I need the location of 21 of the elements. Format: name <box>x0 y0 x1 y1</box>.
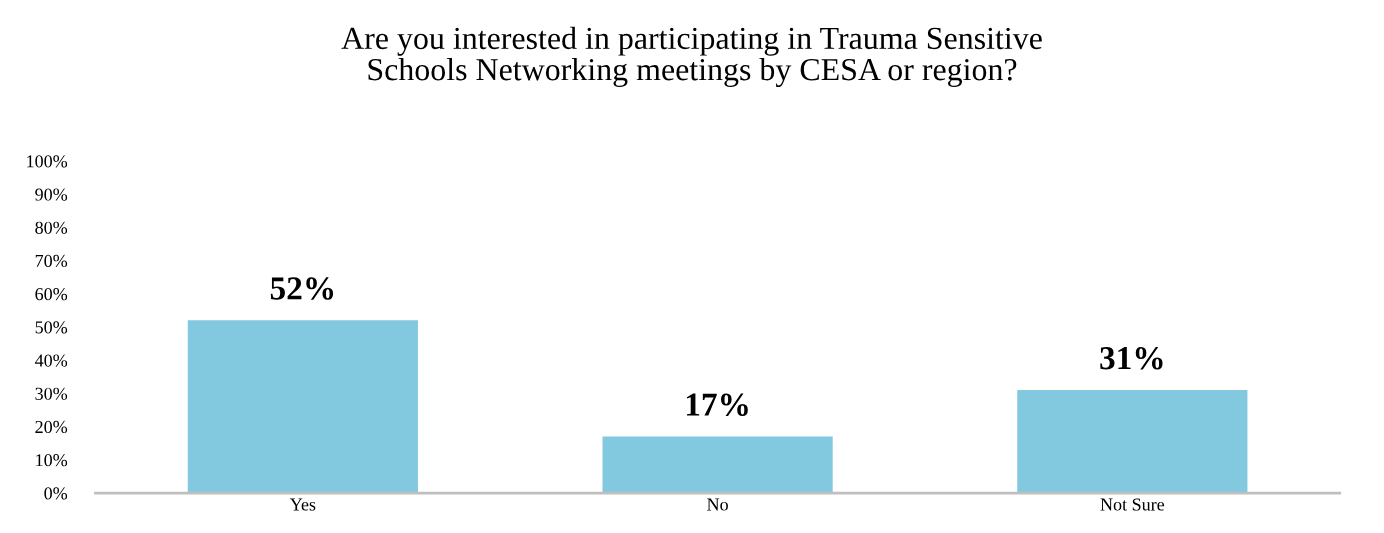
y-tick-label: 60% <box>35 288 68 301</box>
bar <box>602 436 833 494</box>
y-tick-label: 100% <box>27 155 68 168</box>
x-tick-label: Yes <box>289 498 316 511</box>
y-tick-label: 70% <box>35 254 68 268</box>
data-label: 52% <box>270 277 334 300</box>
x-tick-label: Not Sure <box>1100 498 1165 511</box>
y-tick-label: 90% <box>35 188 68 201</box>
y-tick-label: 30% <box>35 387 68 400</box>
data-label: 17% <box>686 393 748 417</box>
y-tick-label: 50% <box>35 321 68 334</box>
y-tick-label: 10% <box>36 454 68 467</box>
y-tick-label: 80% <box>35 221 68 234</box>
data-label: 31% <box>1100 346 1163 370</box>
bar <box>1017 390 1248 494</box>
y-tick-label: 20% <box>35 420 68 434</box>
chart-title: Are you interested in participating in Trauma Sensitive Schools Networking meetings by CESA or region? <box>341 26 1042 87</box>
y-tick-label: 40% <box>34 354 68 367</box>
bar <box>187 320 418 494</box>
y-tick-label: 0% <box>44 487 68 500</box>
x-tick-label: No <box>707 498 728 511</box>
